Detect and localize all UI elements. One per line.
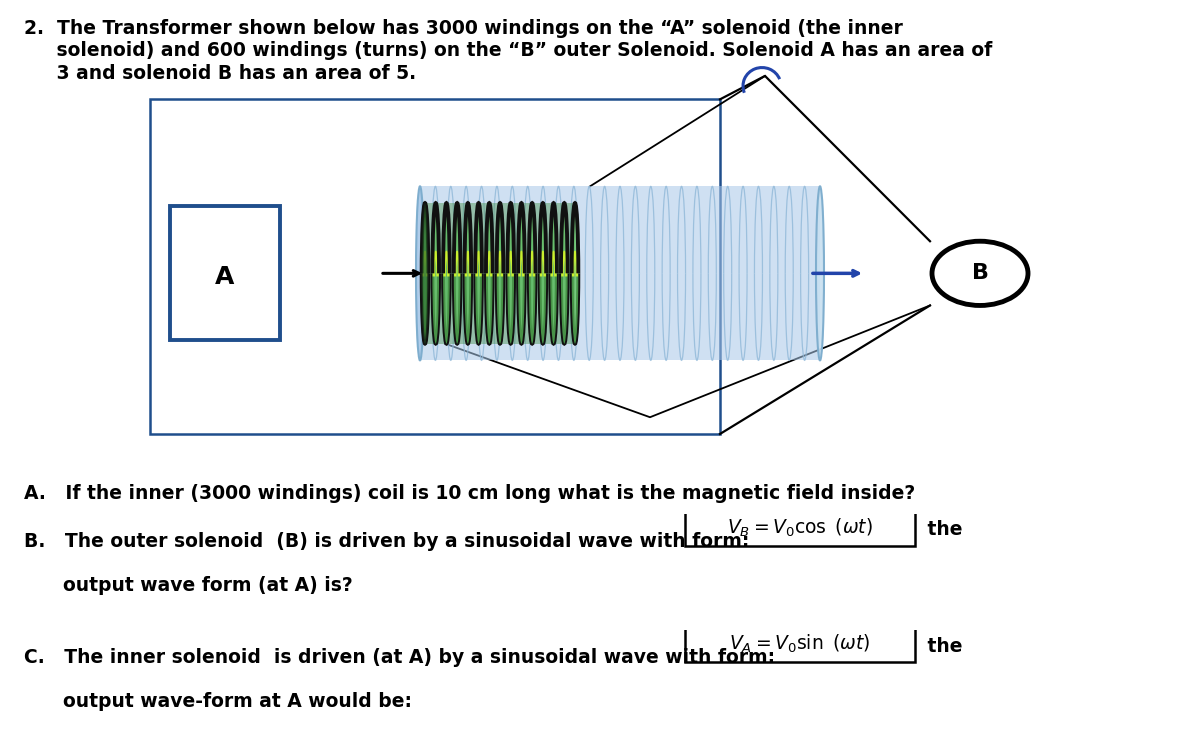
- Ellipse shape: [454, 203, 461, 344]
- Text: output wave-form at A would be:: output wave-form at A would be:: [24, 692, 412, 711]
- Ellipse shape: [421, 203, 428, 344]
- Text: C.   The inner solenoid  is driven (at A) by a sinusoidal wave with form:: C. The inner solenoid is driven (at A) b…: [24, 648, 781, 667]
- Ellipse shape: [518, 203, 524, 344]
- Text: solenoid) and 600 windings (turns) on the “B” outer Solenoid. Solenoid A has an : solenoid) and 600 windings (turns) on th…: [24, 41, 992, 60]
- Ellipse shape: [540, 203, 546, 344]
- Ellipse shape: [464, 203, 472, 344]
- Bar: [685, 626, 916, 662]
- Ellipse shape: [416, 186, 424, 360]
- Text: $V_A = V_0\sin\ (\omega t)$: $V_A = V_0\sin\ (\omega t)$: [730, 633, 870, 656]
- Ellipse shape: [551, 203, 557, 344]
- Text: 3 and solenoid B has an area of 5.: 3 and solenoid B has an area of 5.: [24, 64, 416, 82]
- Text: A: A: [215, 265, 235, 289]
- Ellipse shape: [571, 203, 578, 344]
- Circle shape: [932, 242, 1028, 305]
- Ellipse shape: [475, 203, 482, 344]
- Text: 2.  The Transformer shown below has 3000 windings on the “A” solenoid (the inner: 2. The Transformer shown below has 3000 …: [24, 19, 902, 38]
- Ellipse shape: [486, 203, 493, 344]
- Ellipse shape: [443, 203, 450, 344]
- Text: $V_B = V_0\cos\ (\omega t)$: $V_B = V_0\cos\ (\omega t)$: [727, 517, 872, 539]
- Bar: [425, 203, 575, 344]
- Ellipse shape: [432, 203, 439, 344]
- Text: the: the: [922, 520, 962, 539]
- Ellipse shape: [508, 203, 514, 344]
- Bar: [150, 99, 720, 434]
- Ellipse shape: [421, 203, 428, 344]
- Text: output wave form (at A) is?: output wave form (at A) is?: [24, 576, 353, 595]
- Ellipse shape: [497, 203, 503, 344]
- Ellipse shape: [529, 203, 535, 344]
- Ellipse shape: [816, 186, 824, 360]
- Text: A.   If the inner (3000 windings) coil is 10 cm long what is the magnetic field : A. If the inner (3000 windings) coil is …: [24, 484, 916, 502]
- Bar: [685, 510, 916, 546]
- Text: B: B: [972, 263, 989, 284]
- Ellipse shape: [560, 203, 568, 344]
- Bar: [420, 186, 820, 360]
- Text: B.   The outer solenoid  (B) is driven by a sinusoidal wave with form:: B. The outer solenoid (B) is driven by a…: [24, 532, 756, 550]
- Bar: [170, 206, 280, 340]
- Text: the: the: [922, 637, 962, 656]
